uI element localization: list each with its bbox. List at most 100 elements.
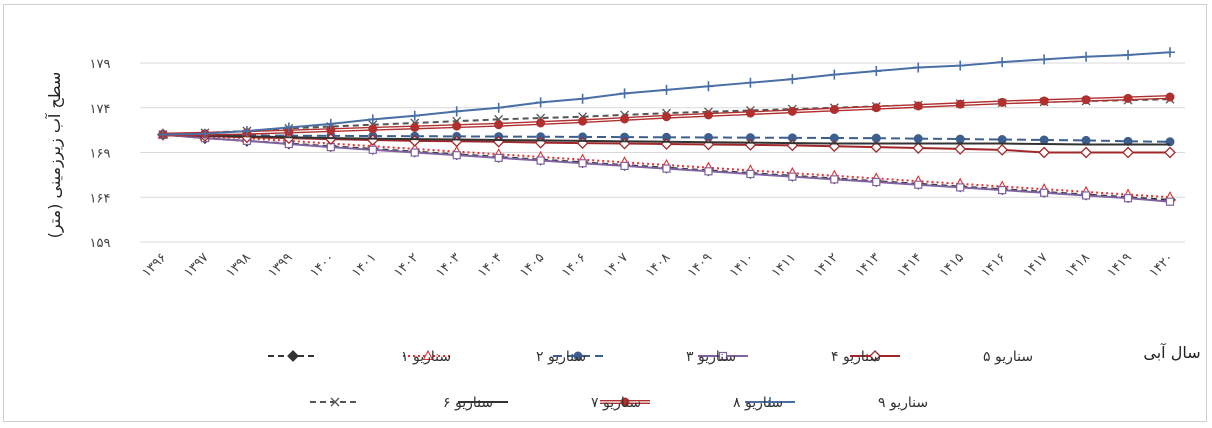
x-tick-label: ۱۴۰۴ bbox=[475, 250, 505, 280]
data-point-marker bbox=[1040, 188, 1049, 197]
legend-item-8: سناریو ۸ bbox=[600, 395, 783, 411]
data-point-marker bbox=[872, 177, 881, 187]
x-axis-title: سال آبی bbox=[1143, 343, 1200, 362]
legend-item-4: سناریو ۴ bbox=[698, 349, 881, 365]
legend-item-3: سناریو ۳ bbox=[553, 349, 736, 365]
data-point-marker bbox=[1123, 93, 1133, 103]
data-point-marker bbox=[662, 112, 671, 122]
data-point-marker bbox=[746, 169, 755, 179]
data-point-marker bbox=[871, 133, 881, 143]
legend-label: سناریو ۴ bbox=[831, 349, 881, 365]
data-point-marker bbox=[535, 97, 546, 108]
data-point-marker bbox=[998, 185, 1007, 195]
data-point-marker bbox=[325, 118, 336, 129]
y-tick-label: ۱۷۴ bbox=[90, 102, 111, 117]
x-tick-label: ۱۴۰۲ bbox=[391, 250, 421, 280]
series-7 bbox=[162, 133, 1170, 146]
x-tick-label: ۱۴۱۸ bbox=[1063, 250, 1093, 280]
data-point-marker bbox=[1081, 51, 1092, 62]
data-point-marker bbox=[660, 138, 673, 150]
legend-item-9: سناریو ۹ bbox=[745, 395, 928, 411]
data-point-marker bbox=[829, 69, 840, 80]
data-point-marker bbox=[955, 134, 965, 144]
data-point-marker bbox=[536, 118, 546, 128]
data-point-marker bbox=[1165, 47, 1175, 58]
legend-label: سناریو ۲ bbox=[536, 349, 586, 365]
data-point-marker bbox=[869, 350, 881, 362]
x-tick-label: ۱۴۰۶ bbox=[559, 250, 589, 280]
data-point-marker bbox=[452, 151, 461, 160]
data-point-marker bbox=[1081, 135, 1091, 145]
data-point-marker bbox=[702, 138, 715, 151]
data-point-marker bbox=[997, 97, 1007, 107]
series-lines bbox=[157, 47, 1176, 206]
data-point-marker bbox=[786, 139, 799, 152]
data-point-marker bbox=[1039, 135, 1049, 145]
data-point-marker bbox=[1123, 49, 1134, 60]
data-point-marker bbox=[661, 84, 672, 95]
x-tick-label: ۱۴۱۷ bbox=[1021, 250, 1051, 280]
x-tick-label: ۱۴۱۹ bbox=[1105, 250, 1135, 280]
x-tick-label: ۱۳۹۷ bbox=[181, 250, 211, 280]
data-point-marker bbox=[913, 101, 923, 111]
legend-label: سناریو ۹ bbox=[878, 395, 928, 411]
x-tick-labels: ۱۳۹۶ ۱۳۹۷ ۱۳۹۸ ۱۳۹۹ ۱۴۰۰ ۱۴۰۱ ۱۴۰۲ ۱۴۰۳ ۱۴۰۴ ۱۴۰۵… bbox=[139, 250, 1176, 280]
legend-item-2: سناریو ۲ bbox=[403, 349, 586, 365]
data-point-marker bbox=[410, 148, 419, 157]
data-point-marker bbox=[954, 143, 967, 155]
data-point-marker bbox=[494, 120, 504, 130]
data-point-marker bbox=[704, 167, 713, 176]
x-tick-label: ۱۳۹۸ bbox=[223, 250, 253, 280]
legend-label: سناریو ۶ bbox=[443, 395, 493, 411]
data-point-marker bbox=[955, 99, 965, 109]
chart-frame bbox=[3, 4, 1207, 422]
data-point-marker bbox=[577, 93, 588, 104]
grid-lines bbox=[140, 62, 1185, 243]
data-point-marker bbox=[914, 180, 923, 189]
data-point-marker bbox=[452, 121, 462, 131]
x-tick-label: ۱۴۱۴ bbox=[895, 250, 925, 280]
data-point-marker bbox=[618, 137, 631, 150]
data-point-marker bbox=[1081, 191, 1091, 200]
data-point-marker bbox=[956, 183, 965, 192]
data-point-marker bbox=[573, 351, 583, 361]
data-point-marker bbox=[913, 62, 924, 73]
data-point-marker bbox=[955, 60, 966, 71]
legend-label: سناریو ۸ bbox=[733, 395, 783, 411]
data-point-marker bbox=[578, 159, 587, 168]
data-point-marker bbox=[1039, 96, 1049, 106]
data-point-marker bbox=[368, 145, 377, 154]
data-point-marker bbox=[287, 350, 299, 362]
y-tick-labels: ۱۵۹ ۱۶۴ ۱۶۹ ۱۷۴ ۱۷۹ bbox=[90, 57, 111, 251]
legend-label: سناریو ۷ bbox=[591, 395, 641, 411]
data-point-marker bbox=[1164, 146, 1176, 159]
y-tick-label: ۱۷۹ bbox=[90, 57, 111, 72]
data-point-marker bbox=[1039, 54, 1050, 65]
data-point-marker bbox=[662, 164, 671, 173]
data-point-marker bbox=[913, 134, 923, 144]
data-point-marker bbox=[765, 397, 775, 407]
data-point-marker bbox=[787, 74, 798, 85]
data-point-marker bbox=[1165, 92, 1175, 102]
data-point-marker bbox=[1080, 146, 1093, 159]
x-tick-label: ۱۴۰۷ bbox=[601, 250, 631, 280]
data-point-marker bbox=[703, 81, 714, 92]
data-point-marker bbox=[744, 138, 757, 151]
data-point-marker bbox=[578, 116, 588, 126]
data-point-marker bbox=[745, 77, 756, 88]
x-tick-label: ۱۴۱۳ bbox=[853, 250, 883, 280]
series-8 bbox=[158, 92, 1175, 140]
data-point-marker bbox=[1081, 95, 1091, 105]
data-point-marker bbox=[620, 161, 629, 171]
legend-item-7: سناریو ۷ bbox=[458, 395, 641, 411]
y-tick-label: ۱۶۴ bbox=[90, 191, 111, 206]
data-point-marker bbox=[912, 142, 925, 154]
data-point-marker bbox=[870, 141, 883, 154]
x-tick-label: ۱۴۰۹ bbox=[685, 250, 715, 280]
data-point-marker bbox=[745, 108, 755, 118]
x-tick-label: ۱۴۱۵ bbox=[937, 250, 967, 280]
data-point-marker bbox=[619, 88, 630, 99]
data-point-marker bbox=[1123, 194, 1133, 203]
data-point-marker bbox=[829, 105, 839, 115]
data-point-marker bbox=[703, 110, 713, 120]
